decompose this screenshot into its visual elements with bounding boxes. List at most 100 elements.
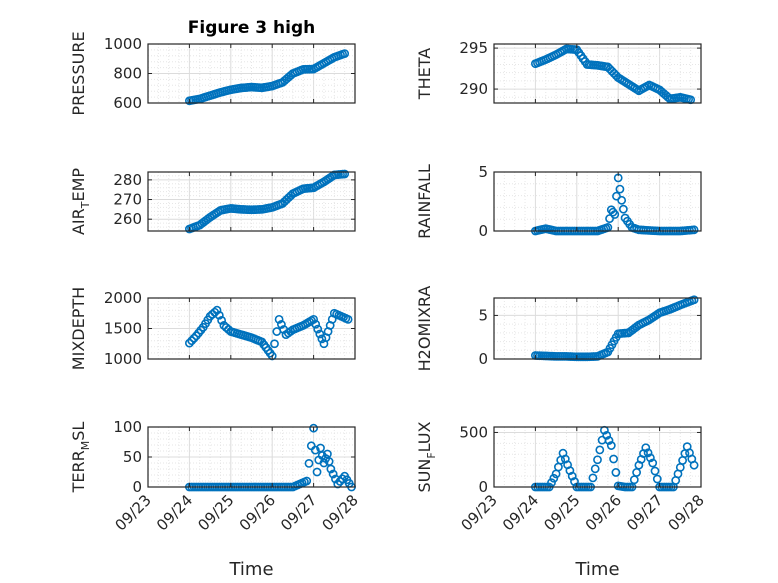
data-point — [187, 336, 197, 346]
data-point — [593, 455, 602, 465]
data-point — [343, 314, 353, 324]
data-point — [565, 466, 575, 476]
data-point — [547, 478, 556, 488]
data-point — [189, 333, 199, 343]
data-point — [602, 430, 612, 440]
x-tick-label: 09/27 — [623, 491, 666, 534]
y-axis-label: PRESSURE — [69, 31, 88, 115]
data-point — [315, 329, 325, 339]
data-point — [319, 458, 329, 468]
x-tick-label: 09/24 — [499, 491, 542, 534]
data-point — [618, 204, 628, 214]
data-point — [184, 338, 194, 348]
axes-box — [147, 171, 356, 232]
data-point — [312, 467, 322, 477]
chart-title: Figure 3 high — [188, 18, 316, 38]
data-point — [611, 468, 621, 477]
y-tick-label: 280 — [113, 171, 142, 189]
data-point — [617, 195, 627, 205]
data-point — [588, 473, 598, 483]
data-point — [604, 436, 614, 445]
x-tick-label: 09/28 — [319, 491, 362, 534]
x-tick-label: 09/26 — [582, 491, 625, 534]
data-point — [570, 477, 579, 486]
y-tick-label: 500 — [459, 423, 488, 441]
y-tick-label: 50 — [123, 448, 142, 466]
data-point — [311, 319, 321, 329]
y-tick-label: 295 — [459, 39, 488, 57]
x-tick-label: 09/28 — [665, 491, 708, 534]
data-point — [615, 184, 625, 194]
y-tick-label: 290 — [459, 80, 488, 98]
subplot-4: 0 5 RAINFALL — [415, 163, 702, 240]
y-axis-label: THETA — [415, 48, 434, 100]
data-point — [590, 464, 600, 474]
data-point — [549, 473, 559, 483]
data-point — [217, 315, 226, 325]
axes-box — [493, 171, 702, 232]
data-point — [606, 441, 616, 450]
y-tick-label: 600 — [113, 94, 142, 112]
y-tick-label: 0 — [478, 222, 488, 240]
y-axis-label: MIXDEPTH — [69, 287, 88, 370]
data-point — [309, 314, 318, 324]
data-point — [309, 423, 318, 433]
x-tick-label: 09/25 — [540, 491, 583, 534]
plot-area — [494, 172, 701, 231]
data-point — [689, 225, 699, 235]
data-point — [609, 454, 618, 464]
axes-box — [493, 297, 702, 360]
data-point — [328, 469, 338, 479]
axes-box — [493, 43, 702, 104]
y-tick-label: 0 — [478, 478, 488, 496]
x-tick-label: 09/25 — [194, 491, 237, 534]
data-point — [567, 471, 577, 481]
y-tick-label: 0 — [132, 478, 142, 496]
y-tick-label: 2000 — [104, 289, 142, 307]
data-point — [340, 49, 350, 58]
data-point — [276, 320, 286, 329]
data-point — [689, 295, 699, 305]
y-tick-label: 800 — [113, 65, 142, 83]
data-point — [643, 448, 653, 458]
data-point — [650, 466, 660, 476]
x-tick-label: 09/27 — [277, 491, 320, 534]
subplot-6: 0 5 H2OMIXRA — [415, 286, 702, 372]
y-tick-label: 1000 — [104, 350, 142, 368]
data-point — [302, 476, 312, 486]
x-tick-label: 09/23 — [112, 491, 155, 534]
y-axis-label: H2OMIXRA — [415, 286, 434, 372]
data-point — [595, 445, 605, 455]
data-point — [641, 443, 651, 453]
y-axis-label: RAINFALL — [415, 164, 434, 239]
x-tick-label: 09/26 — [236, 491, 279, 534]
data-point — [605, 214, 614, 224]
axes-box — [493, 426, 702, 488]
y-axis-label: AIRTEMP — [69, 168, 92, 235]
y-tick-label: 260 — [113, 210, 142, 228]
data-point — [274, 314, 284, 324]
data-point — [212, 305, 222, 315]
data-point — [326, 464, 336, 474]
data-point — [689, 460, 699, 470]
y-tick-label: 0 — [478, 350, 488, 368]
data-point — [612, 191, 621, 201]
x-tick-label: 09/24 — [153, 491, 196, 534]
x-axis-label: Time — [574, 559, 619, 580]
data-point — [313, 324, 323, 334]
data-point — [663, 92, 673, 102]
y-axis-label: SUNFLUX — [415, 421, 438, 492]
data-point — [652, 474, 662, 484]
x-tick-label: 09/23 — [458, 491, 501, 534]
data-point — [310, 445, 320, 455]
subplot-5: 1000 1500 2000 MIXDEPTH — [69, 287, 356, 370]
data-point — [648, 458, 658, 468]
y-tick-label: 270 — [113, 191, 142, 209]
y-tick-label: 5 — [478, 163, 488, 181]
data-point — [270, 339, 279, 349]
y-tick-label: 5 — [478, 306, 488, 324]
y-tick-label: 1000 — [104, 35, 142, 53]
